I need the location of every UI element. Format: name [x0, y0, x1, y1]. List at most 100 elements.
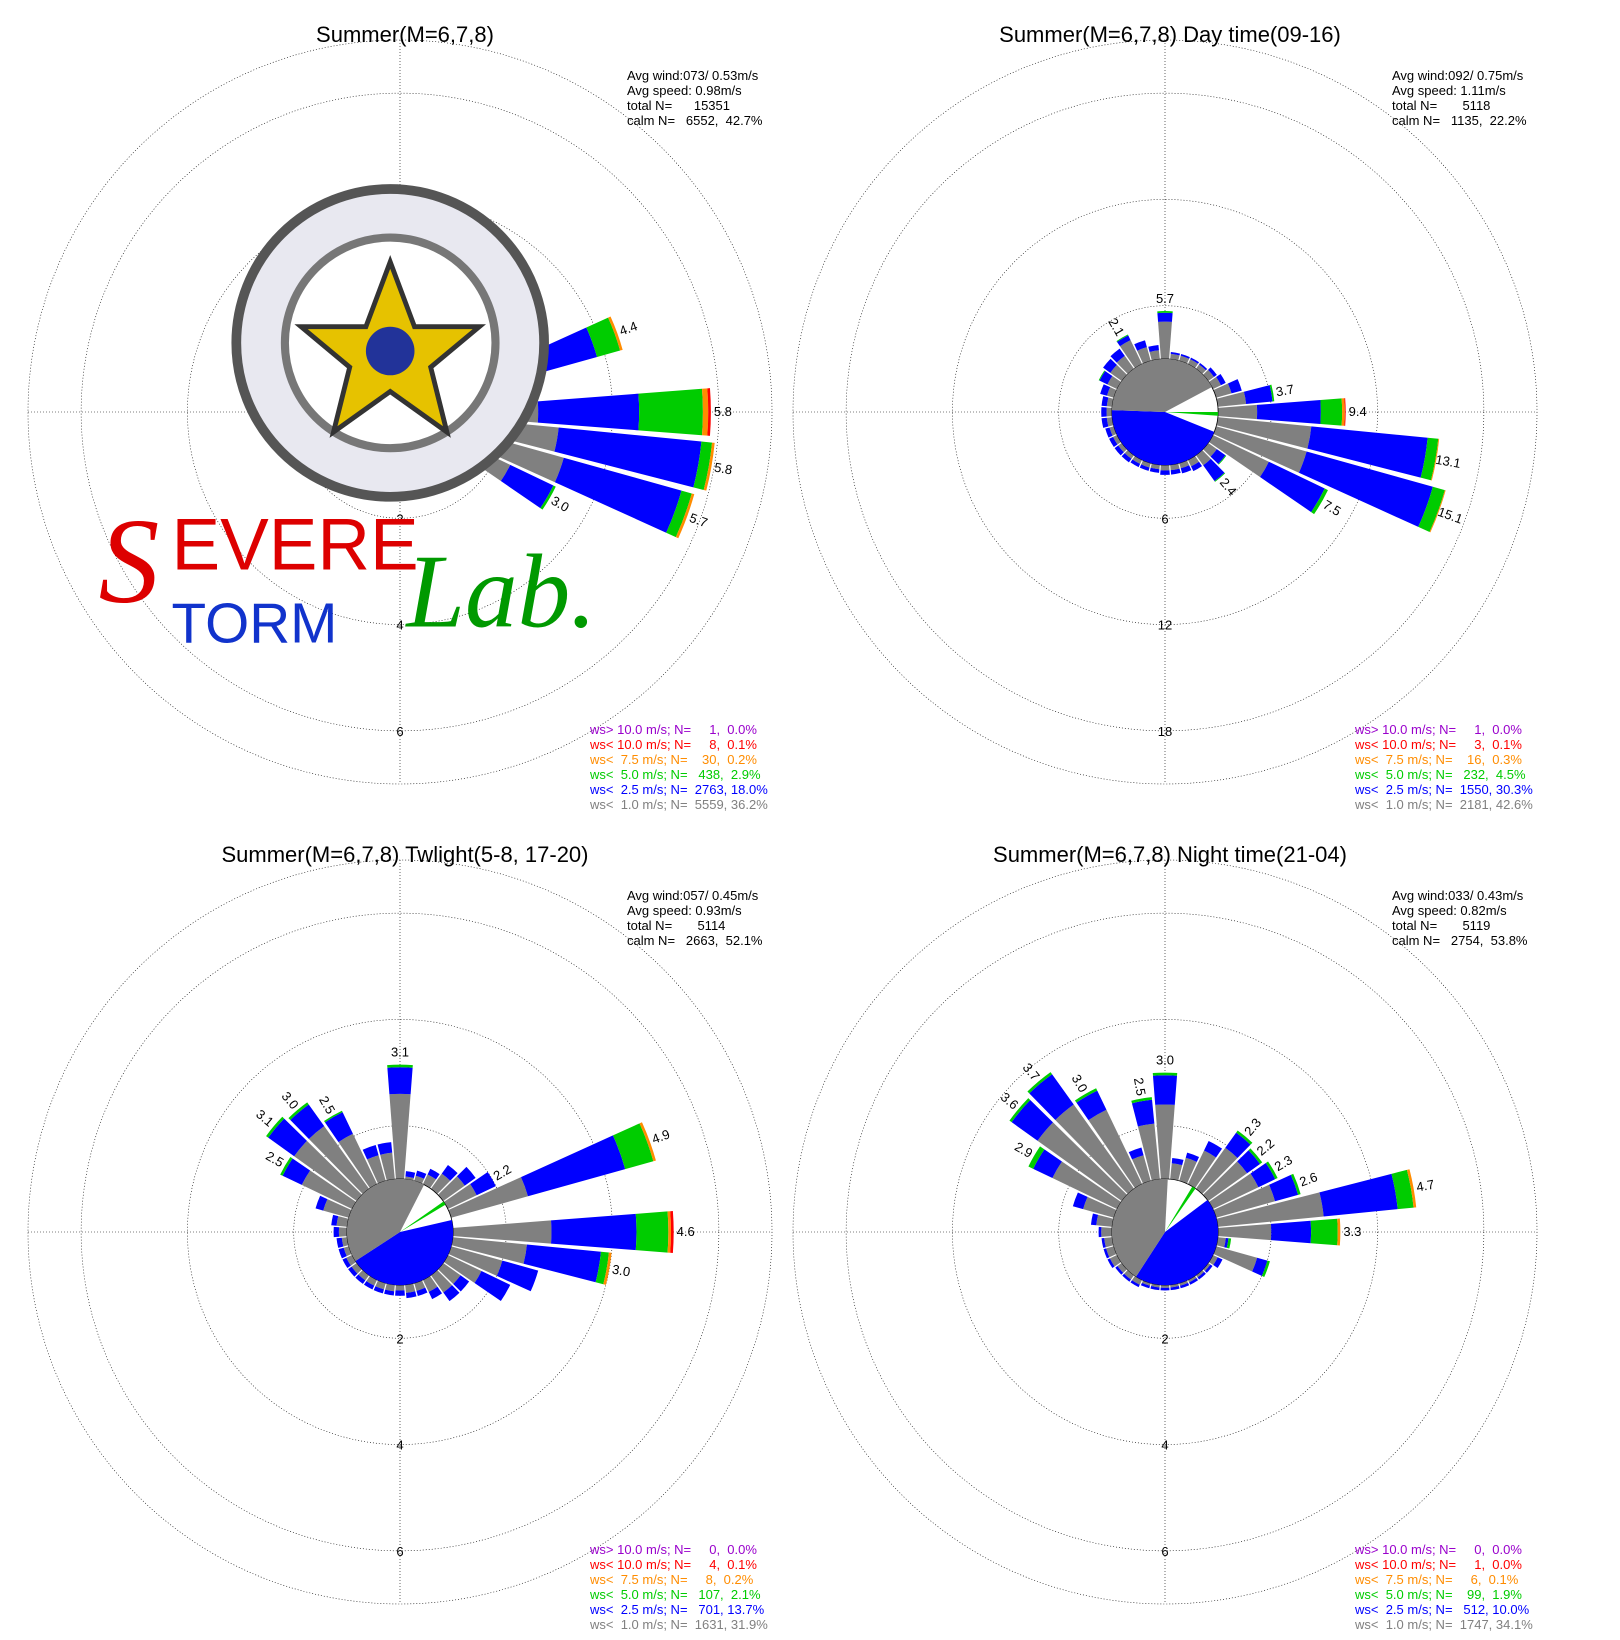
- petal-segment: [387, 1067, 413, 1095]
- petal-value-label: 3.0: [1156, 1053, 1174, 1068]
- petal-segment: [1171, 1157, 1184, 1166]
- petal-segment: [1110, 348, 1125, 363]
- petal-segment: [443, 1285, 460, 1302]
- petal-segment: [1227, 379, 1242, 394]
- mean-direction-sector: [1111, 410, 1215, 466]
- wind-rose-panel-1: 2464.02.14.45.85.85.73.02.32.72.62.6Summ…: [0, 0, 810, 820]
- petal-value-label: 3.0: [611, 1262, 631, 1280]
- petal-segment: [1226, 1238, 1232, 1249]
- petal-segment: [1180, 1282, 1190, 1289]
- petal-segment: [1099, 370, 1113, 385]
- petal-segment: [1155, 1104, 1175, 1232]
- petal-segment: [1190, 357, 1200, 364]
- stats-line: Avg speed: 1.11m/s: [1392, 83, 1506, 98]
- speed-legend: ws> 10.0 m/s; N= 1, 0.0% ws< 10.0 m/s; N=…: [1355, 722, 1533, 812]
- petal-segment: [1029, 1074, 1074, 1120]
- petal-segment: [1109, 436, 1118, 448]
- petal-segment: [703, 442, 715, 491]
- legend-entry: ws< 10.0 m/s; N= 8, 0.1%: [590, 737, 757, 752]
- stats-line: total N= 5114: [627, 918, 726, 933]
- petal-segment: [1248, 1148, 1263, 1164]
- legend-entry: ws< 5.0 m/s; N= 99, 1.9%: [1355, 1587, 1522, 1602]
- ring-tick-label: 18: [1158, 724, 1172, 739]
- petal-value-label: 15.1: [1436, 504, 1465, 527]
- petal-value-label: 2.5: [263, 1148, 286, 1170]
- petal-segment: [1203, 458, 1225, 482]
- wind-rose-panel-2: 6 12 18 5.7 3.7 9.4 13.1 15.1 7.5 2.4 2.1 Summer(M=…: [765, 0, 1575, 820]
- petal-segment: [1252, 1257, 1268, 1276]
- petal-segment: [1160, 470, 1170, 475]
- petal-segment: [1149, 467, 1160, 473]
- legend-entry: ws< 1.0 m/s; N= 2181, 42.6%: [1355, 797, 1533, 812]
- petal-segment: [405, 1171, 416, 1178]
- stats-line: total N= 15351: [627, 98, 730, 113]
- petal-segment: [1261, 1260, 1270, 1278]
- petal-value-label: 2.1: [1105, 315, 1127, 338]
- petal-value-label: 2.9: [1012, 1139, 1035, 1161]
- petal-segment: [416, 1287, 428, 1296]
- petal-segment: [1344, 398, 1346, 426]
- stats-line: Avg wind:073/ 0.53m/s: [627, 68, 759, 83]
- petal-segment: [1148, 345, 1159, 352]
- legend-entry: ws< 10.0 m/s; N= 4, 0.1%: [590, 1557, 757, 1572]
- petal-value-label: 3.7: [1020, 1060, 1043, 1083]
- petal-segment: [1115, 1266, 1124, 1275]
- petal-segment: [1189, 1278, 1199, 1285]
- petal-segment: [1225, 1132, 1251, 1158]
- svg-text:S: S: [99, 495, 160, 629]
- petal-segment: [1100, 384, 1111, 396]
- wind-rose-panel-3: 2 4 6 3.1 2.2 4.9 4.6 3.0 2.5 3.1 3.0 2.5 Summer(M=6…: [0, 820, 810, 1640]
- petal-segment: [1033, 1149, 1062, 1179]
- legend-entry: ws> 10.0 m/s; N= 1, 0.0%: [590, 722, 757, 737]
- petal-segment: [1150, 1286, 1160, 1291]
- petal-value-label: 5.8: [714, 404, 732, 419]
- petal-value-label: 2.6: [1297, 1169, 1319, 1189]
- petal-value-label: 5.8: [713, 460, 733, 478]
- petal-segment: [1011, 1100, 1053, 1141]
- ring-tick-label: 2: [396, 511, 403, 526]
- petal-segment: [1114, 445, 1124, 456]
- petal-value-label: 3.6: [998, 1089, 1021, 1112]
- stats-line: Avg speed: 0.93m/s: [627, 903, 742, 918]
- petal-segment: [537, 393, 640, 431]
- petal-segment: [342, 1257, 351, 1269]
- petal-segment: [336, 1237, 344, 1248]
- svg-text:EVERE: EVERE: [172, 505, 419, 586]
- petal-segment: [428, 1286, 443, 1300]
- ring-tick-label: 6: [1161, 511, 1168, 526]
- petal-value-label: 5.7: [1156, 291, 1174, 306]
- petal-segment: [1260, 461, 1325, 513]
- petal-segment: [639, 1122, 656, 1162]
- petal-segment: [1216, 373, 1226, 386]
- petal-segment: [331, 1214, 339, 1226]
- legend-entry: ws< 7.5 m/s; N= 30, 0.2%: [590, 752, 757, 767]
- petal-segment: [1098, 370, 1106, 381]
- petal-segment: [1101, 396, 1109, 407]
- ring-tick-label: 4: [1161, 1438, 1168, 1453]
- petal-segment: [387, 1064, 413, 1068]
- petal-segment: [1170, 468, 1181, 475]
- svg-text:TORM: TORM: [172, 593, 338, 656]
- petal-segment: [1090, 1213, 1099, 1226]
- stats-line: Avg speed: 0.98m/s: [627, 83, 742, 98]
- stats-line: total N= 5118: [1392, 98, 1491, 113]
- petal-segment: [1237, 1150, 1261, 1174]
- legend-entry: ws< 10.0 m/s; N= 1, 0.0%: [1355, 1557, 1522, 1572]
- petal-segment: [693, 441, 713, 490]
- petal-segment: [667, 1211, 672, 1253]
- petal-segment: [670, 1211, 674, 1253]
- petal-segment: [400, 1220, 552, 1244]
- legend-entry: ws< 2.5 m/s; N= 1550, 30.3%: [1355, 782, 1533, 797]
- petal-value-label: 3.1: [253, 1106, 276, 1129]
- petal-value-label: 3.7: [1275, 381, 1295, 399]
- petal-segment: [1107, 1258, 1115, 1269]
- ring-tick-label: 4: [396, 1438, 403, 1453]
- petal-segment: [520, 1135, 626, 1197]
- petal-value-label: 4.4: [617, 318, 639, 338]
- petal-segment: [1170, 1286, 1180, 1291]
- petal-segment: [1210, 449, 1226, 465]
- ring-tick-label: 4: [396, 618, 403, 633]
